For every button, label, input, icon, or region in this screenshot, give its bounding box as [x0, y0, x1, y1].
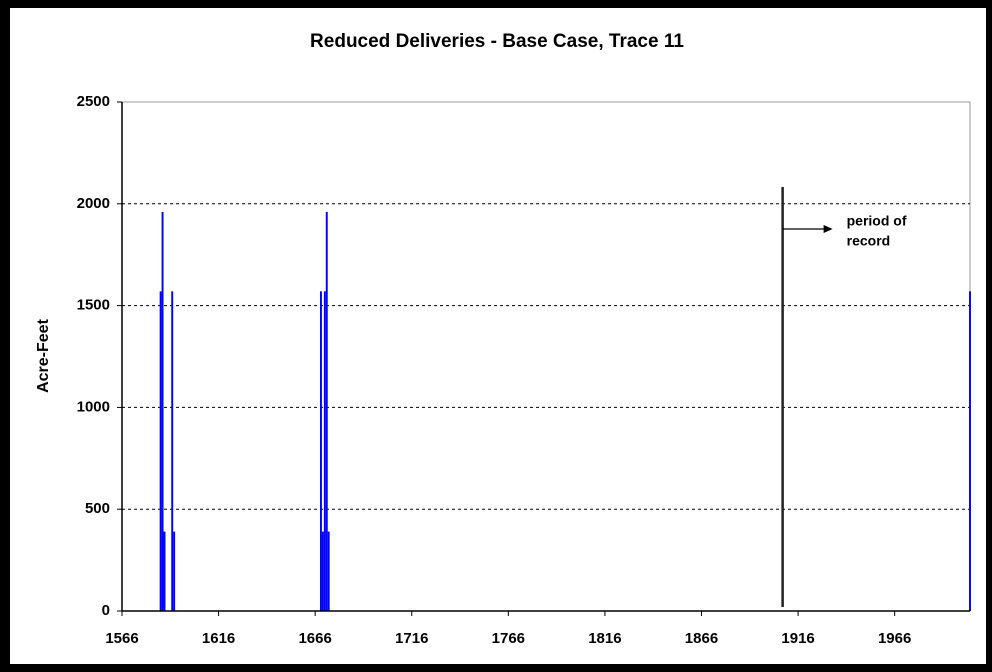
x-tick-label: 1666: [298, 630, 331, 647]
annotation: record: [847, 233, 891, 249]
y-tick-label: 2000: [77, 195, 110, 212]
bar: [327, 531, 330, 611]
bar: [171, 291, 174, 611]
y-tick-label: 1500: [77, 297, 110, 314]
x-tick-label: 1866: [685, 630, 718, 647]
y-tick-label: 500: [85, 500, 110, 517]
y-tick-label: 0: [102, 602, 110, 619]
y-axis-label: Acre-Feet: [35, 318, 52, 392]
x-tick-label: 1616: [202, 630, 235, 647]
x-tick-label: 1966: [878, 630, 911, 647]
annotation: period of: [847, 213, 907, 229]
bar: [173, 531, 176, 611]
x-tick-label: 1816: [588, 630, 621, 647]
bar: [159, 291, 162, 611]
bar: [319, 291, 322, 611]
annotation-arrowhead: [823, 225, 833, 233]
y-tick-label: 1000: [77, 398, 110, 415]
chart-title: Reduced Deliveries - Base Case, Trace 11: [310, 31, 684, 52]
bar: [325, 211, 328, 611]
bar: [163, 531, 166, 611]
x-tick-label: 1766: [492, 630, 525, 647]
chart-background: [10, 8, 986, 664]
y-tick-label: 2500: [77, 93, 110, 110]
bar: [161, 211, 164, 611]
x-tick-label: 1916: [781, 630, 814, 647]
bar: [323, 291, 326, 611]
x-tick-label: 1716: [395, 630, 428, 647]
x-tick-label: 1566: [105, 630, 138, 647]
bar: [969, 291, 971, 611]
bar: [321, 531, 324, 611]
